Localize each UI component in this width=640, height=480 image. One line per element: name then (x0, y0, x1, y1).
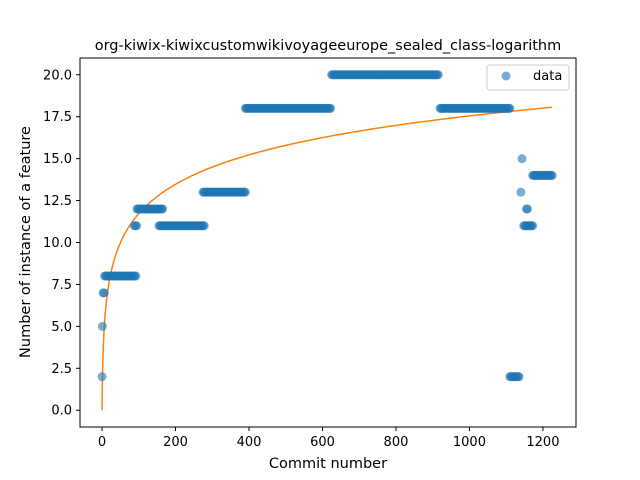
data-point (158, 204, 168, 214)
data-point (433, 70, 443, 80)
data-point (523, 204, 533, 214)
data-point (131, 271, 141, 281)
y-tick-label: 20.0 (43, 68, 72, 83)
data-point (517, 154, 527, 164)
data-point (326, 103, 336, 113)
y-tick-label: 0.0 (51, 404, 72, 419)
legend-box (486, 64, 570, 91)
legend: data (486, 64, 570, 91)
y-tick-label: 5.0 (51, 320, 72, 335)
y-tick-label: 7.5 (51, 278, 72, 293)
x-tick-label: 600 (310, 435, 335, 450)
y-tick-label: 2.5 (51, 362, 72, 377)
data-point (240, 187, 250, 197)
x-tick-label: 1200 (526, 435, 559, 450)
data-point (132, 221, 142, 231)
y-axis-ticks: 0.0 2.5 5.0 7.5 10.0 12.5 15.0 17.5 20.0 (43, 68, 80, 419)
y-tick-label: 10.0 (43, 236, 72, 251)
data-point (97, 321, 107, 331)
x-tick-label: 200 (163, 435, 188, 450)
chart-title: org-kiwix-kiwixcustomwikivoyageeurope_se… (95, 38, 562, 54)
data-points-layer (97, 70, 557, 382)
data-point (528, 221, 538, 231)
y-tick-label: 15.0 (43, 152, 72, 167)
data-point (514, 372, 524, 382)
x-tick-label: 400 (237, 435, 262, 450)
legend-label-data: data (533, 69, 562, 84)
y-tick-label: 12.5 (43, 194, 72, 209)
data-point (99, 288, 109, 298)
x-axis-title: Commit number (269, 456, 387, 472)
x-tick-label: 1000 (453, 435, 486, 450)
data-point (547, 170, 557, 180)
data-point (97, 372, 107, 382)
legend-marker-data (501, 71, 511, 81)
fit-curve-line (101, 106, 553, 411)
data-point (505, 103, 515, 113)
fit-curve-layer (101, 106, 553, 411)
x-tick-label: 800 (384, 435, 409, 450)
data-point (199, 221, 209, 231)
plot-area (80, 58, 576, 427)
y-tick-label: 17.5 (43, 110, 72, 125)
x-tick-label: 0 (98, 435, 106, 450)
data-point (516, 187, 526, 197)
y-axis-title: Number of instance of a feature (18, 126, 34, 358)
x-axis-ticks: 0 200 400 600 800 1000 1200 (98, 427, 559, 450)
